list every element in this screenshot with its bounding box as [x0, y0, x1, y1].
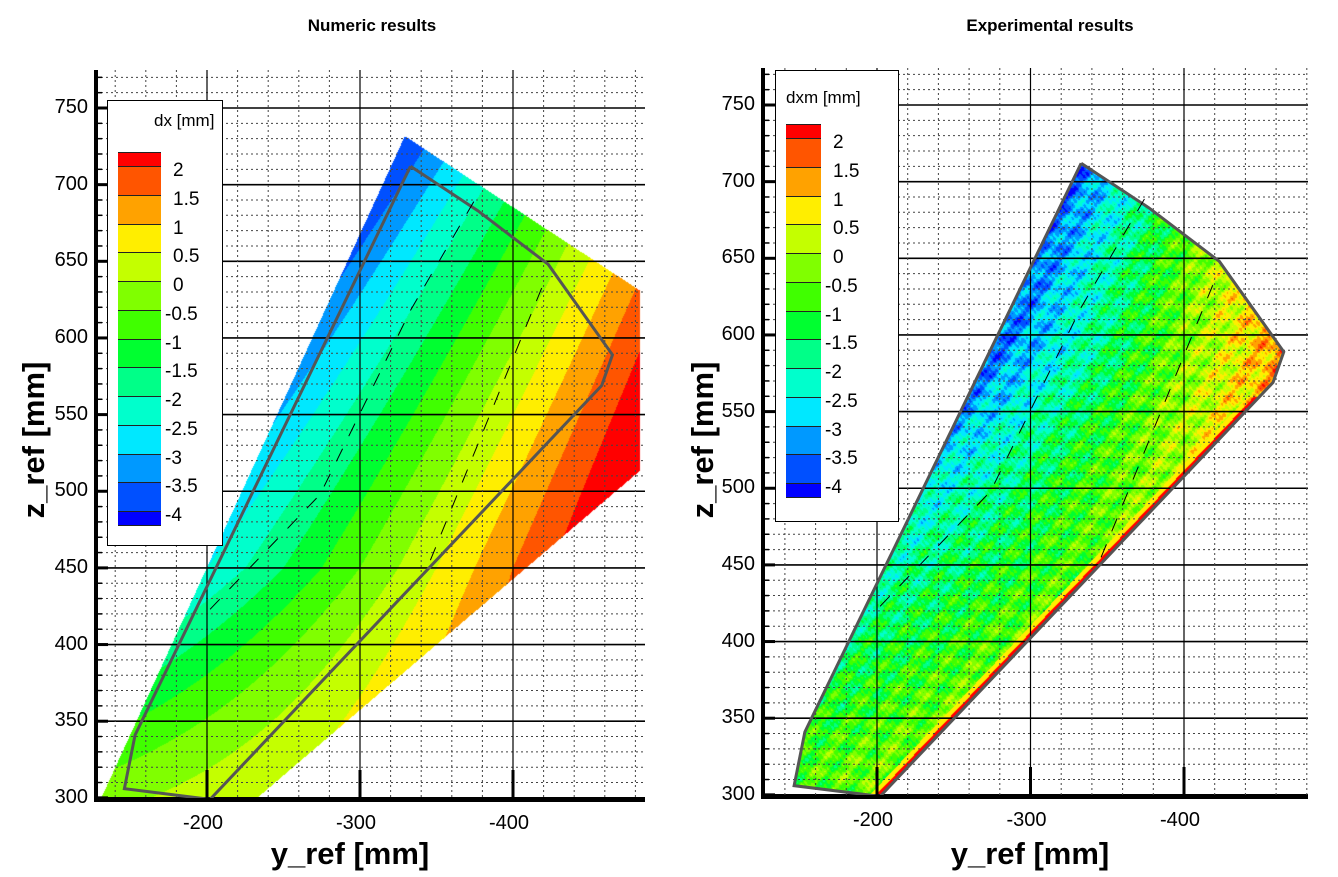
legend-level-label: -4 — [165, 505, 182, 526]
legend-level-label: -2.5 — [825, 390, 858, 412]
x-tick-label: -300 — [1006, 809, 1047, 831]
y-tick-label: 700 — [54, 172, 88, 195]
planform-outline — [122, 165, 615, 801]
legend-level-label: -3 — [165, 447, 182, 469]
experimental-x-axis-label: y_ref [mm] — [950, 836, 1110, 871]
legend-level-label: 1 — [833, 189, 844, 211]
experimental-title: Experimental results — [966, 16, 1134, 35]
legend-level-label: 1 — [173, 217, 184, 239]
legend-swatch — [118, 166, 161, 195]
dashed-reference-line — [1100, 276, 1217, 558]
legend-swatch — [118, 396, 161, 425]
y-tick-label: 400 — [54, 632, 88, 655]
y-tick-label: 750 — [54, 96, 88, 118]
numeric-y-axis-label: z_ref [mm] — [16, 361, 51, 519]
y-tick-label: 500 — [721, 476, 755, 499]
x-tick-label: -200 — [183, 812, 224, 834]
legend-level-label: -3 — [825, 419, 842, 441]
y-tick-label: 300 — [54, 785, 88, 808]
legend-level-label: -2.5 — [165, 418, 198, 440]
x-tick-label: -400 — [1160, 809, 1201, 831]
numeric-title: Numeric results — [307, 16, 437, 35]
legend-swatch — [118, 223, 161, 253]
legend-swatch — [786, 124, 821, 138]
legend-level-label: 0.5 — [833, 218, 860, 240]
y-tick-label: 450 — [721, 552, 755, 575]
experimental-legend: dxm [mm] 2 1.5 1 0.5 0 -0.5 -1 -1.5 -2 -2.5 -3 -3.5… — [775, 70, 899, 522]
legend-swatch — [786, 195, 821, 225]
legend-swatch — [118, 424, 161, 454]
y-tick-label: 600 — [721, 322, 755, 345]
legend-title: dx [mm] — [154, 111, 215, 130]
y-tick-label: 500 — [54, 479, 88, 502]
y-tick-label: 350 — [54, 709, 88, 732]
legend-swatch — [786, 368, 821, 397]
legend-level-label: 1.5 — [173, 188, 200, 210]
dashed-reference-line — [209, 199, 476, 610]
dashed-reference-line — [429, 279, 546, 561]
legend-swatch — [786, 454, 821, 483]
legend-level-label: -2 — [165, 390, 182, 411]
legend-swatch — [786, 483, 821, 498]
x-tick-label: -300 — [336, 812, 377, 834]
planform-outline — [792, 162, 1286, 798]
y-tick-label: 450 — [54, 555, 88, 578]
y-tick-label: 550 — [54, 402, 88, 425]
y-tick-label: 700 — [721, 169, 755, 192]
legend-level-label: -3.5 — [825, 448, 858, 470]
legend-swatch — [786, 339, 821, 368]
legend-level-label: -4 — [825, 477, 842, 498]
legend-level-label: -1 — [825, 304, 842, 326]
legend-level-label: 1.5 — [833, 160, 860, 182]
legend-swatch — [786, 425, 821, 455]
x-tick-label: -400 — [489, 812, 530, 834]
y-tick-label: 400 — [721, 629, 755, 652]
y-tick-label: 650 — [721, 246, 755, 269]
legend-swatch — [118, 367, 161, 396]
legend-level-label: -1.5 — [165, 361, 198, 383]
legend-swatch — [786, 138, 821, 167]
legend-level-label: -2 — [825, 362, 842, 383]
y-tick-label: 650 — [54, 249, 88, 272]
y-tick-label: 750 — [721, 93, 755, 115]
y-tick-label: 300 — [721, 782, 755, 805]
legend-level-label: -0.5 — [165, 303, 198, 325]
legend-swatch — [786, 281, 821, 311]
legend-swatch — [118, 511, 161, 526]
y-tick-label: 600 — [54, 325, 88, 348]
legend-title: dxm [mm] — [786, 88, 861, 107]
legend-swatch — [118, 482, 161, 511]
legend-level-label: -3.5 — [165, 476, 198, 498]
legend-level-label: -0.5 — [825, 275, 858, 297]
legend-level-label: 0.5 — [173, 246, 200, 268]
y-tick-label: 350 — [721, 706, 755, 729]
legend-swatch — [786, 310, 821, 340]
dashed-reference-line — [879, 196, 1147, 607]
legend-swatch — [118, 152, 161, 166]
legend-level-label: -1 — [165, 332, 182, 354]
legend-level-label: -1.5 — [825, 333, 858, 355]
legend-swatch — [786, 166, 821, 196]
x-tick-label: -200 — [853, 809, 894, 831]
legend-swatch — [786, 396, 821, 426]
legend-level-label: 0 — [173, 275, 184, 296]
legend-swatch — [118, 453, 161, 483]
legend-swatch — [786, 253, 821, 282]
y-tick-label: 550 — [721, 399, 755, 422]
legend-swatch — [118, 252, 161, 281]
legend-swatch — [118, 281, 161, 310]
legend-level-label: 2 — [173, 160, 184, 181]
legend-swatch — [118, 309, 161, 339]
legend-swatch — [118, 338, 161, 368]
legend-level-label: 2 — [833, 132, 844, 153]
legend-swatch — [786, 224, 821, 253]
numeric-legend: dx [mm] 2 1.5 1 0.5 0 -0.5 -1 -1.5 -2 -2.5 -3 -3.5 -… — [107, 100, 223, 546]
legend-swatch — [118, 194, 161, 224]
experimental-y-axis-label: z_ref [mm] — [685, 361, 720, 519]
legend-level-label: 0 — [833, 247, 844, 268]
numeric-x-axis-label: y_ref [mm] — [270, 836, 430, 871]
